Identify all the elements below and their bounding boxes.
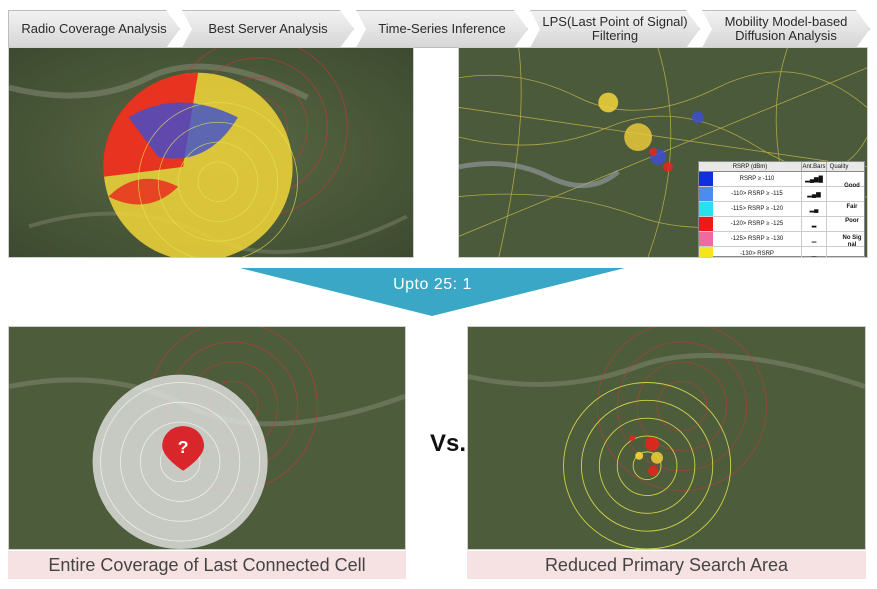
step-best-server: Best Server Analysis (182, 10, 354, 48)
legend-header-rsrp: RSRP (dBm) (699, 162, 802, 171)
ratio-banner: Upto 25: 1 (240, 268, 625, 316)
legend-swatch (699, 187, 713, 201)
legend-row: -130> RSRP ▁ (699, 247, 864, 257)
entire-coverage-map: ? (8, 326, 406, 550)
reduced-search-map (467, 326, 866, 550)
legend-row: -125> RSRP ≥ -130 ▁ (699, 232, 864, 247)
quality-good: Good (844, 182, 860, 189)
signal-bars-icon: ▁ (802, 247, 827, 257)
step-label: Radio Coverage Analysis (21, 21, 167, 36)
legend-range: -110> RSRP ≥ -115 (713, 187, 802, 201)
legend-range: -120> RSRP ≥ -125 (713, 217, 802, 231)
step-label: Mobility Model-based Diffusion Analysis (724, 14, 848, 43)
svg-text:?: ? (178, 437, 189, 457)
quality-poor: Poor (845, 217, 859, 224)
signal-bars-icon: ▂ (802, 217, 827, 231)
legend-row: -110> RSRP ≥ -115 ▂▄▆ (699, 187, 864, 202)
step-label: LPS(Last Point of Signal) Filtering (542, 14, 688, 43)
caption-text: Reduced Primary Search Area (544, 554, 789, 575)
legend-range: -125> RSRP ≥ -130 (713, 232, 802, 246)
question-marker-icon: ? (162, 426, 205, 471)
legend-row: RSRP ≥ -110 ▂▄▆█ (699, 172, 864, 187)
lps-map-top-right: RSRP (dBm) Ant.Bars Quality RSRP ≥ -110 … (458, 47, 868, 258)
step-label: Time-Series Inference (378, 21, 506, 36)
banner-text: Upto 25: 1 (393, 276, 472, 293)
step-time-series: Time-Series Inference (356, 10, 528, 48)
signal-bars-icon: ▂▄ (802, 202, 827, 216)
caption-entire-coverage: Entire Coverage of Last Connected Cell (8, 551, 406, 579)
legend-header-bars: Ant.Bars (802, 162, 827, 171)
legend-row: -115> RSRP ≥ -120 ▂▄ (699, 202, 864, 217)
step-radio-coverage: Radio Coverage Analysis (8, 10, 180, 48)
legend-swatch (699, 217, 713, 231)
legend-range: RSRP ≥ -110 (713, 172, 802, 186)
signal-bars-icon: ▂▄▆█ (802, 172, 827, 186)
signal-bars-icon: ▂▄▆ (802, 187, 827, 201)
legend-swatch (699, 172, 713, 186)
step-lps-filtering: LPS(Last Point of Signal) Filtering (530, 10, 700, 48)
legend-swatch (699, 247, 713, 257)
legend-range: -115> RSRP ≥ -120 (713, 202, 802, 216)
caption-text: Entire Coverage of Last Connected Cell (48, 554, 366, 575)
legend-header-quality: Quality (829, 163, 849, 170)
legend-swatch (699, 232, 713, 246)
quality-fair: Fair (846, 203, 858, 210)
quality-no-signal: No Sig nal (842, 235, 862, 248)
pipeline-steps: Radio Coverage Analysis Best Server Anal… (8, 10, 870, 48)
legend-header: RSRP (dBm) Ant.Bars Quality (699, 162, 864, 172)
legend-range: -130> RSRP (713, 247, 802, 257)
legend-swatch (699, 202, 713, 216)
caption-reduced-area: Reduced Primary Search Area (467, 551, 866, 579)
step-label: Best Server Analysis (208, 21, 328, 36)
step-mobility-diffusion: Mobility Model-based Diffusion Analysis (702, 10, 870, 48)
coverage-map-top-left (8, 47, 414, 258)
rsrp-legend: RSRP (dBm) Ant.Bars Quality RSRP ≥ -110 … (698, 161, 865, 257)
signal-bars-icon: ▁ (802, 232, 827, 246)
legend-row: -120> RSRP ≥ -125 ▂ (699, 217, 864, 232)
versus-label: Vs. (429, 430, 467, 457)
